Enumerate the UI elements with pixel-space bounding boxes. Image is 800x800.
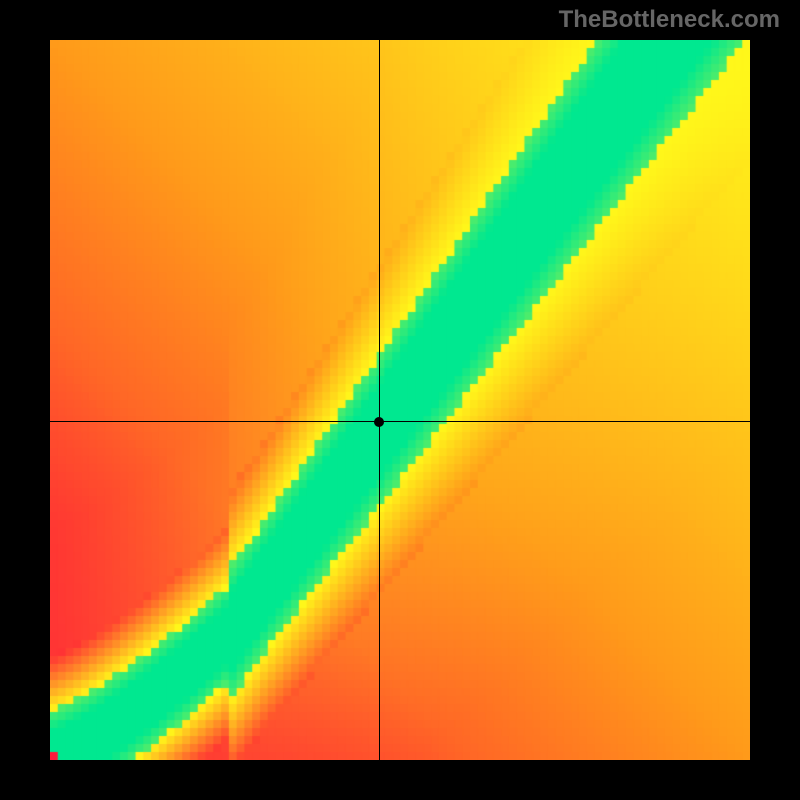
crosshair-vertical	[379, 40, 380, 760]
crosshair-marker	[374, 417, 384, 427]
watermark: TheBottleneck.com	[559, 6, 780, 34]
heatmap-canvas	[50, 40, 750, 760]
crosshair-horizontal	[50, 421, 750, 422]
